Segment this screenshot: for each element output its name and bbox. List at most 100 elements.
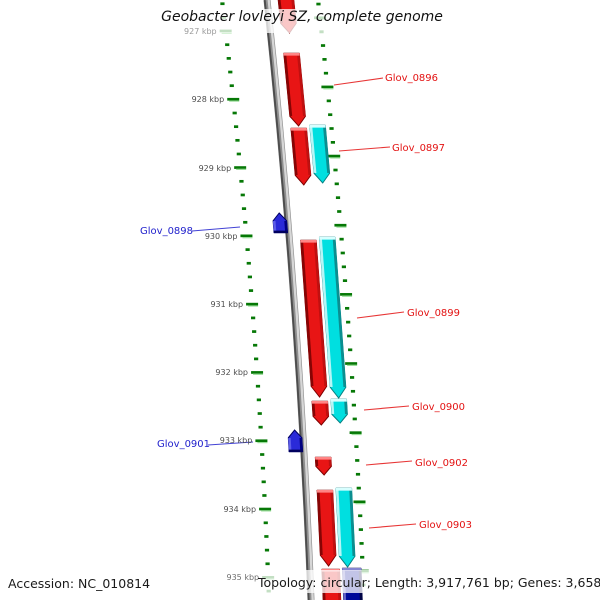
ruler-minor-tick [261, 480, 266, 484]
ruler-minor-tick [241, 207, 247, 210]
ruler-major-tick-shadow [342, 295, 353, 297]
ruler-major-tick-shadow [257, 442, 268, 444]
gene-arrow-Glov_0898-bevel-left [272, 221, 277, 233]
gene-arrow-Glov_0902-tip [315, 465, 332, 476]
ruler-minor-tick [354, 445, 359, 448]
ruler-minor-tick [333, 168, 338, 172]
gene-arrow-Glov_0903-bevel-right [349, 488, 356, 556]
ruler-minor-tick [245, 248, 250, 251]
ruler-minor-tick [349, 376, 355, 379]
leader-line-Glov_0896 [333, 77, 384, 86]
ruler-major-tick-shadow [229, 100, 240, 102]
accession-text: Accession: NC_010814 [8, 576, 151, 591]
gene-arrow-Glov_0899-tip [310, 385, 328, 398]
ruler-major-tick-shadow [330, 157, 341, 159]
leader-line-Glov_0902 [365, 460, 413, 466]
ruler-minor-tick [264, 548, 270, 552]
ruler-minor-tick [239, 179, 244, 183]
leader-line-Glov_0900 [363, 405, 410, 411]
gene-arrow-Glov_0896-bevel-left [283, 53, 293, 116]
gene-arrow-Glov_0900-bevel-right [325, 401, 329, 416]
ruler-minor-tick [335, 196, 341, 200]
gene-arrow-Glov_0897-cap [309, 125, 326, 128]
ruler-minor-tick [340, 251, 345, 255]
ruler-minor-tick [226, 57, 231, 60]
gene-label-Glov_0897: Glov_0897 [392, 143, 445, 154]
ruler-major-tick [353, 500, 366, 504]
ruler-major-tick-shadow [347, 364, 358, 366]
gene-arrow-Glov_0899-cap [300, 240, 317, 243]
footer-overlay [0, 570, 600, 593]
gene-label-Glov_0896: Glov_0896 [385, 73, 438, 84]
ruler-minor-tick [253, 343, 258, 347]
backbone-line [263, 0, 315, 600]
gene-label-Glov_0898: Glov_0898 [140, 226, 193, 237]
ruler-minor-tick [251, 316, 256, 320]
ruler-label-928-kbp: 928 kbp [192, 95, 225, 104]
gene-label-Glov_0899: Glov_0899 [407, 308, 460, 319]
gene-arrow-Glov_0902-cap [315, 457, 332, 460]
backbone-highlight [267, 0, 314, 600]
ruler-minor-tick [233, 125, 239, 129]
gene-arrow-Glov_0900-bevel-left [330, 399, 335, 414]
gene-arrow-Glov_0898-bevel-right [284, 221, 288, 233]
gene-arrow-Glov_0900-tip [312, 415, 330, 426]
gene-arrow-Glov_0901-cap [288, 449, 303, 452]
gene-arrow-Glov_0897-bevel-right [304, 128, 311, 175]
title-overlay [142, 9, 460, 33]
ruler-minor-tick [243, 220, 248, 224]
ruler-minor-tick [264, 535, 269, 538]
ruler-minor-tick [247, 275, 253, 279]
gene-label-Glov_0902: Glov_0902 [415, 458, 468, 469]
gene-arrow-Glov_0903-cap [335, 488, 352, 491]
ruler-minor-tick [254, 357, 259, 361]
ruler-minor-tick [265, 562, 270, 566]
ruler-major-tick [251, 371, 264, 374]
ruler-minor-tick [342, 279, 348, 282]
gene-arrow-Glov_0903-cap [316, 490, 334, 493]
gene-arrow-Glov_0896-tip [289, 115, 307, 127]
ruler-minor-tick [345, 306, 350, 310]
ruler-major-tick [240, 234, 253, 238]
ruler-minor-tick [248, 289, 254, 292]
gene-arrow-Glov_0900-bevel-right [344, 399, 348, 414]
ruler-minor-tick [316, 2, 321, 6]
ruler-minor-tick [330, 141, 335, 144]
ruler-minor-tick [256, 398, 261, 402]
ruler-major-tick-shadow [336, 226, 347, 228]
ruler-label-934-kbp: 934 kbp [223, 505, 256, 514]
gene-label-Glov_0903: Glov_0903 [419, 520, 472, 531]
ruler-minor-tick [355, 459, 360, 462]
ruler-minor-tick [358, 528, 363, 531]
ruler-minor-tick [334, 182, 339, 186]
ruler-label-930-kbp: 930 kbp [205, 232, 238, 241]
map-title: Geobacter lovleyi SZ, complete genome [161, 9, 443, 25]
ruler-label-929-kbp: 929 kbp [199, 164, 232, 173]
ruler-minor-tick [351, 403, 356, 407]
leader-line-Glov_0903 [368, 523, 417, 529]
ruler-major-tick-shadow [253, 373, 264, 375]
ruler-major-tick-shadow [242, 237, 253, 239]
gene-arrow-Glov_0897-tip [294, 174, 312, 186]
ruler-minor-tick [320, 44, 326, 47]
gene-arrow-Glov_0897-cap [290, 128, 307, 131]
gene-arrow-Glov_0900-tip [331, 413, 348, 424]
ruler-major-tick-shadow [351, 433, 362, 436]
gene-label-Glov_0900: Glov_0900 [412, 402, 465, 413]
ruler-minor-tick [341, 265, 346, 269]
ruler-label-935-kbp: 935 kbp [227, 573, 260, 582]
backbone-shade [263, 0, 310, 600]
gene-arrow-partial-bottom-navy-cap [342, 568, 362, 571]
leader-line-Glov_0898 [191, 226, 241, 232]
ruler-major-tick [234, 166, 247, 169]
gene-arrow-Glov_0897-tip [313, 172, 331, 184]
ruler-minor-tick [228, 70, 233, 74]
ruler-minor-tick [328, 113, 333, 117]
ruler-minor-tick [263, 521, 268, 525]
ruler-minor-tick [260, 453, 265, 456]
gene-label-Glov_0901: Glov_0901 [157, 439, 210, 450]
gene-arrow-Glov_0896-cap [283, 53, 300, 56]
gene-arrow-Glov_0899-bevel-right [313, 240, 327, 386]
ruler-minor-tick [326, 99, 331, 103]
